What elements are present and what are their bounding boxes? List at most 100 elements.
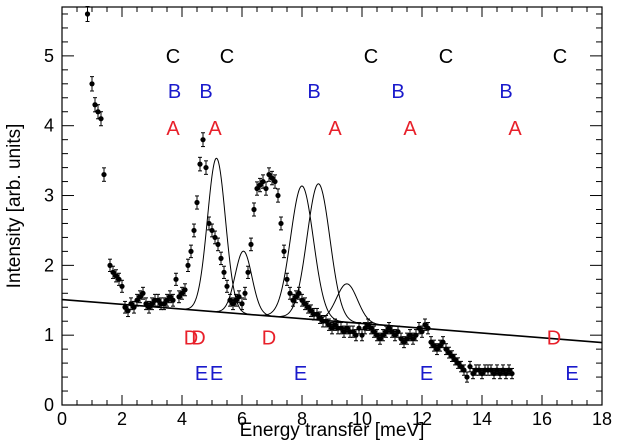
data-point: [428, 339, 434, 345]
data-point: [116, 276, 122, 282]
data-point: [137, 294, 143, 300]
data-point: [287, 290, 293, 296]
data-point: [101, 171, 107, 178]
peak-label-d: D: [262, 327, 276, 349]
x-tick-label: 14: [472, 409, 492, 429]
data-point: [380, 332, 386, 338]
x-tick-label: 18: [592, 409, 612, 429]
data-point: [509, 370, 515, 377]
data-point: [368, 325, 374, 331]
data-point: [110, 269, 116, 275]
peak-label-c: C: [439, 46, 453, 68]
data-point: [197, 161, 203, 167]
data-point: [434, 346, 440, 352]
data-point: [317, 315, 323, 321]
data-point: [371, 329, 377, 335]
data-point: [314, 311, 320, 317]
data-point: [269, 175, 275, 181]
data-point: [218, 255, 224, 261]
data-point: [125, 308, 131, 314]
x-tick-label: 16: [532, 409, 552, 429]
x-tick-label: 0: [57, 409, 67, 429]
data-point: [254, 185, 260, 192]
peak-label-e: E: [294, 363, 307, 385]
data-point: [182, 287, 188, 293]
data-point: [212, 234, 218, 241]
peak-annotations: C C C C CB B B B BA A A A ADD D DE E E E E: [166, 46, 579, 385]
peak-label-b: B: [391, 81, 404, 103]
data-point: [92, 102, 98, 108]
data-point: [176, 294, 182, 300]
data-point: [173, 276, 179, 282]
data-point: [113, 273, 119, 279]
data-point: [266, 171, 272, 178]
data-point: [215, 241, 221, 248]
peak-curve: [272, 183, 364, 325]
data-point: [425, 325, 431, 331]
data-point: [290, 297, 296, 303]
data-point: [461, 367, 467, 373]
y-tick-label: 2: [44, 255, 54, 275]
data-point: [209, 227, 215, 234]
data-points: [84, 5, 515, 383]
peak-label-b: B: [168, 81, 181, 103]
peak-label-a: A: [328, 118, 342, 140]
data-point: [272, 178, 278, 185]
data-point: [251, 206, 257, 213]
data-point: [392, 332, 398, 338]
y-tick-label: 5: [44, 46, 54, 66]
data-point: [149, 301, 155, 307]
data-point: [131, 304, 137, 310]
data-point: [167, 294, 173, 300]
data-point: [362, 325, 368, 331]
data-point: [422, 322, 428, 328]
data-point: [449, 353, 455, 359]
data-point: [437, 343, 443, 349]
data-point: [389, 329, 395, 335]
peak-label-b: B: [307, 81, 320, 103]
peak-label-b: B: [199, 81, 212, 103]
data-point: [350, 329, 356, 335]
peak-label-e: E: [195, 363, 208, 385]
x-tick-label: 8: [297, 409, 307, 429]
peak-label-a: A: [403, 118, 417, 140]
y-tick-label: 3: [44, 186, 54, 206]
data-point: [194, 199, 200, 206]
data-point: [236, 294, 242, 300]
peak-label-e: E: [420, 363, 433, 385]
peak-curve: [209, 250, 277, 318]
peak-curve: [256, 185, 348, 323]
peak-label-a: A: [208, 118, 222, 140]
data-point: [374, 332, 380, 338]
data-point: [365, 322, 371, 328]
data-point: [404, 336, 410, 342]
x-tick-label: 2: [117, 409, 127, 429]
data-point: [416, 325, 422, 331]
data-point: [332, 322, 338, 328]
data-point: [89, 81, 95, 87]
data-point: [146, 304, 152, 310]
data-point: [170, 297, 176, 303]
y-tick-label: 1: [44, 325, 54, 345]
data-point: [164, 297, 170, 303]
peak-label-c: C: [166, 46, 180, 68]
peak-label-a: A: [508, 118, 522, 140]
data-point: [407, 332, 413, 338]
data-point: [95, 109, 101, 115]
data-point: [245, 269, 251, 275]
data-point: [227, 297, 233, 303]
data-point: [338, 325, 344, 331]
background-line: [61, 298, 603, 344]
data-point: [323, 318, 329, 324]
data-point: [293, 294, 299, 300]
data-point: [263, 185, 269, 192]
x-tick-label: 6: [237, 409, 247, 429]
data-point: [308, 308, 314, 314]
data-point: [98, 116, 104, 122]
data-point: [401, 339, 407, 345]
peak-label-b: B: [499, 81, 512, 103]
data-point: [467, 363, 473, 370]
data-point: [326, 322, 332, 328]
peak-curves: [180, 157, 389, 327]
